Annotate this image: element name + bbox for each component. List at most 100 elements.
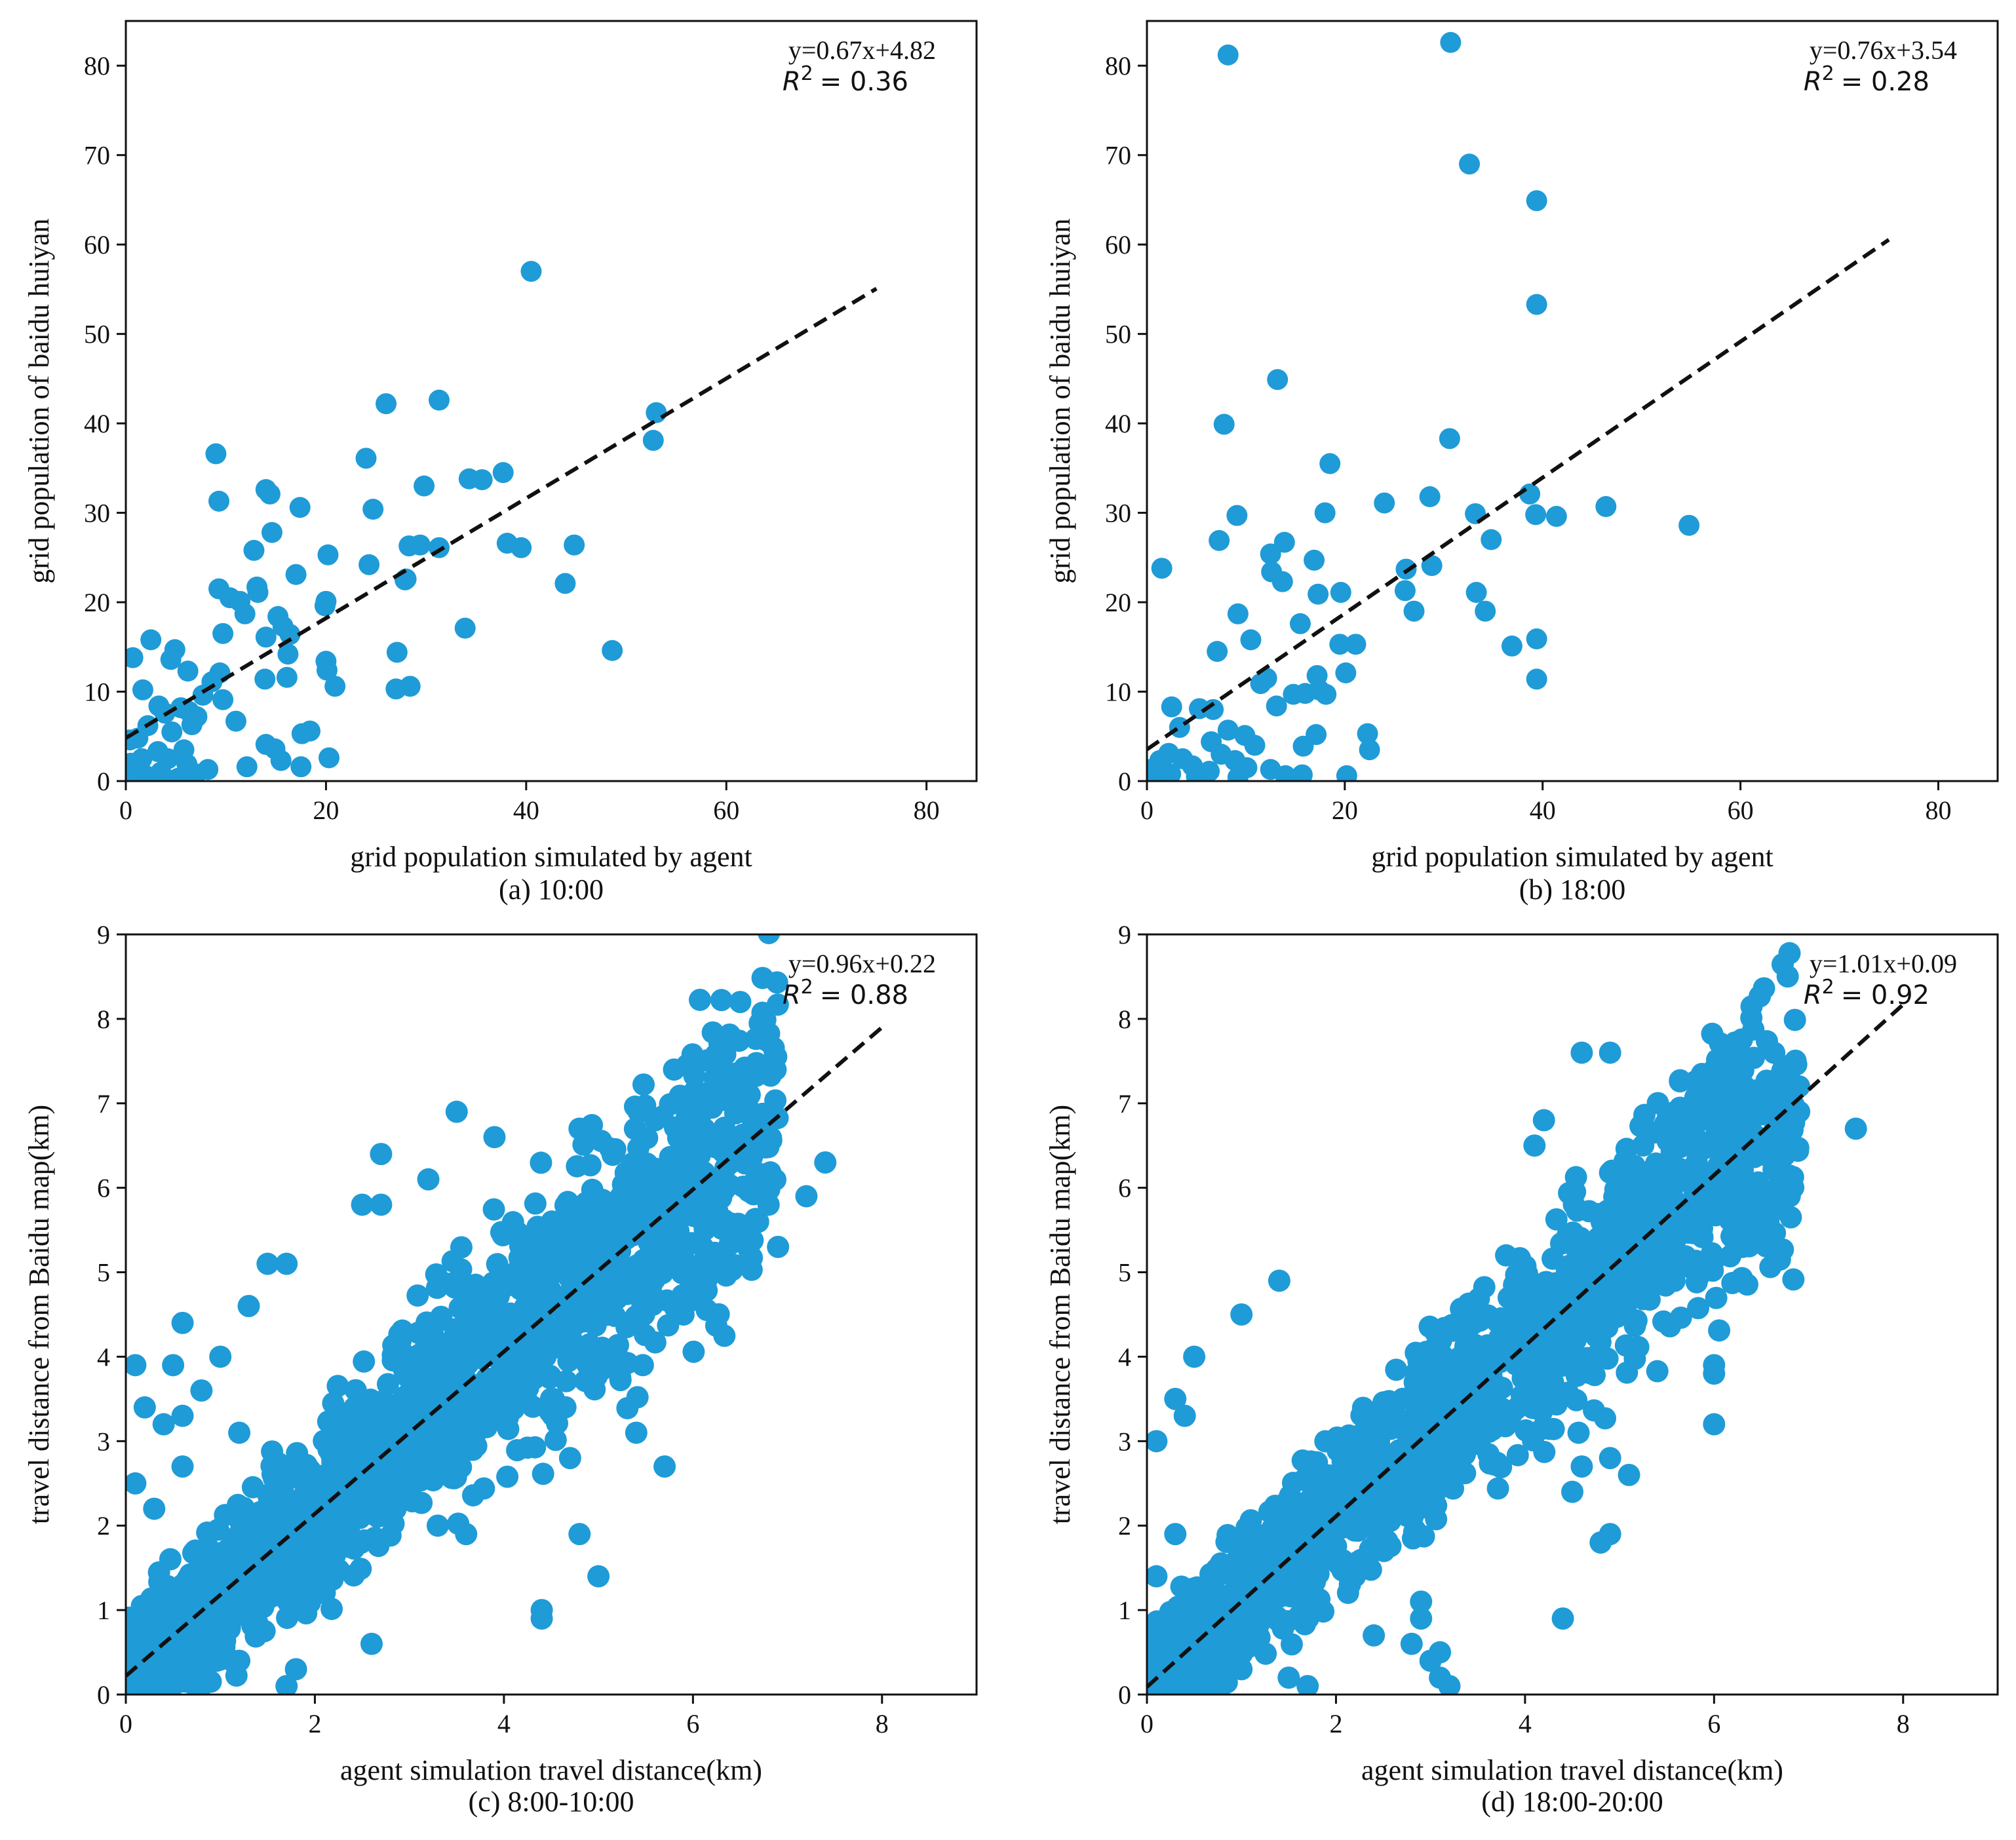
scatter-point <box>208 490 230 512</box>
scatter-point <box>596 1303 619 1326</box>
scatter-point <box>1344 1565 1367 1588</box>
panel-c-r-squared: R2 = 0.88 <box>783 976 908 1010</box>
x-tick-label: 8 <box>1897 1709 1910 1738</box>
scatter-point <box>1273 531 1295 553</box>
scatter-point <box>683 1080 706 1103</box>
scatter-point <box>261 1440 284 1463</box>
panel-d-r2-value: = 0.92 <box>1841 980 1929 1010</box>
scatter-point <box>171 1404 194 1427</box>
scatter-point <box>1414 1427 1437 1450</box>
scatter-point <box>126 1354 147 1377</box>
scatter-point <box>1526 190 1547 212</box>
y-tick-label: 7 <box>97 1089 110 1119</box>
scatter-point <box>579 1215 602 1238</box>
panel-c-r2-value: = 0.88 <box>820 980 908 1010</box>
scatter-point <box>1721 1272 1744 1295</box>
scatter-point <box>152 1413 175 1436</box>
scatter-point <box>360 1632 383 1655</box>
panel-c-x-axis-label: agent simulation travel distance(km) <box>340 1754 762 1786</box>
scatter-point <box>524 1192 547 1215</box>
scatter-point <box>1561 1480 1583 1503</box>
scatter-point <box>524 1436 547 1459</box>
scatter-point <box>795 1185 818 1208</box>
scatter-point <box>1469 1309 1492 1332</box>
scatter-point <box>342 1537 365 1560</box>
scatter-point <box>1183 1345 1206 1368</box>
panel-a-x-axis-label: grid population simulated by agent <box>350 841 752 873</box>
scatter-point <box>1654 1188 1677 1211</box>
scatter-point <box>1289 613 1311 634</box>
scatter-point <box>1538 1374 1560 1397</box>
panel-c-axes-frame <box>125 933 978 1696</box>
x-tick-label: 20 <box>1332 795 1358 825</box>
scatter-point <box>1759 1255 1782 1278</box>
scatter-point <box>171 1311 194 1334</box>
scatter-point <box>1578 1200 1600 1223</box>
scatter-point <box>672 1303 695 1326</box>
scatter-point <box>1247 1614 1270 1637</box>
scatter-point <box>1470 1404 1493 1427</box>
scatter-point <box>1678 514 1700 536</box>
scatter-point <box>1438 1675 1461 1695</box>
scatter-point <box>1147 1565 1168 1588</box>
scatter-point <box>713 1324 736 1347</box>
scatter-point <box>1151 558 1173 579</box>
scatter-point <box>1254 1642 1277 1665</box>
scatter-point <box>1613 1189 1636 1212</box>
scatter-point <box>126 1472 147 1495</box>
scatter-point <box>385 1398 408 1421</box>
scatter-point <box>653 1455 676 1478</box>
y-tick-label: 60 <box>84 230 110 259</box>
scatter-point <box>1419 486 1441 508</box>
scatter-point <box>566 1296 589 1319</box>
panel-b-fit-line <box>1146 238 1890 752</box>
x-tick-label: 80 <box>1925 795 1951 825</box>
scatter-point <box>549 1250 572 1273</box>
scatter-point <box>746 1210 769 1233</box>
scatter-point <box>1731 1210 1754 1233</box>
scatter-point <box>1581 1346 1604 1369</box>
scatter-point <box>1701 1022 1724 1045</box>
scatter-point <box>1773 1144 1796 1167</box>
scatter-point <box>1732 1159 1754 1181</box>
scatter-point <box>672 1126 695 1149</box>
scatter-point <box>1570 1041 1593 1064</box>
scatter-point <box>234 603 256 624</box>
scatter-point <box>1349 1433 1372 1456</box>
x-tick-label: 40 <box>1530 795 1556 825</box>
scatter-point <box>1291 764 1313 781</box>
scatter-point <box>663 1058 686 1081</box>
scatter-point <box>1623 1261 1646 1284</box>
scatter-point <box>1778 942 1801 965</box>
scatter-point <box>564 534 585 556</box>
scatter-point <box>385 678 407 700</box>
scatter-point <box>1763 1041 1786 1064</box>
scatter-point <box>636 1126 659 1149</box>
y-tick-label: 4 <box>1118 1342 1131 1371</box>
scatter-point <box>1336 765 1357 781</box>
scatter-point <box>209 1345 232 1368</box>
panel-c-caption: (c) 8:00-10:00 <box>469 1786 634 1818</box>
panel-a-y-ticks: 0 10 20 30 40 50 60 70 80 <box>84 51 126 796</box>
scatter-point <box>1493 1403 1516 1426</box>
scatter-point <box>644 1331 667 1354</box>
y-tick-label: 0 <box>97 1680 110 1710</box>
scatter-point <box>644 1268 667 1291</box>
scatter-point <box>391 1449 414 1472</box>
scatter-point <box>197 1580 220 1603</box>
scatter-point <box>691 1236 714 1259</box>
scatter-point <box>1366 1491 1389 1514</box>
scatter-point <box>1164 1387 1187 1410</box>
scatter-point <box>1631 1187 1654 1210</box>
scatter-point <box>530 1607 553 1630</box>
panel-d-points <box>1147 942 1867 1695</box>
scatter-point <box>1239 1531 1262 1554</box>
scatter-point <box>1403 600 1425 622</box>
scatter-point <box>237 1295 260 1318</box>
x-tick-label: 6 <box>686 1709 699 1738</box>
scatter-point <box>1215 1531 1238 1554</box>
scatter-point <box>492 1224 514 1247</box>
panel-c-fit-line <box>125 1025 883 1677</box>
panel-a-caption: (a) 10:00 <box>499 873 604 906</box>
